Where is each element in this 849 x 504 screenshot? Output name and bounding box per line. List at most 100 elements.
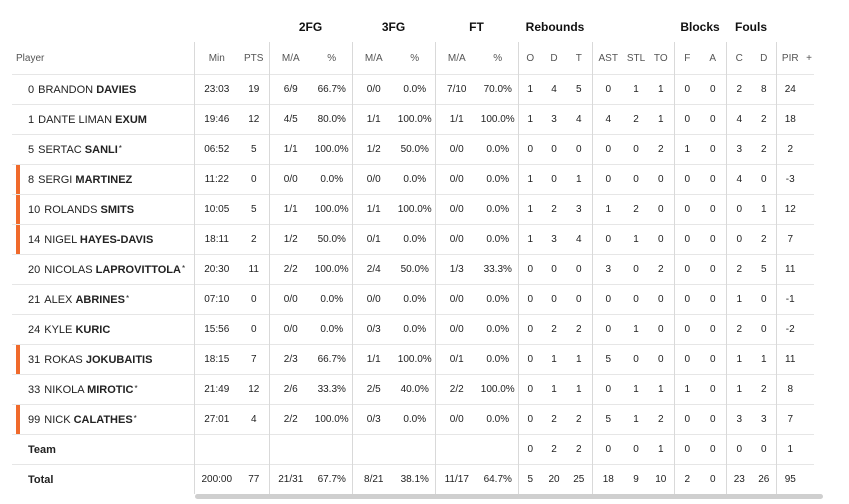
player-name-cell[interactable]: 1 DANTE LIMAN EXUM [12, 104, 195, 135]
player-row[interactable]: 31 ROKAS JOKUBAITIS 18:15 7 2/3 66.7% 1/1 100.0… [12, 344, 814, 375]
cell-bf: 0 [674, 254, 700, 285]
player-num: 33 [28, 383, 41, 396]
cell-to: 1 [648, 374, 675, 405]
cell-fg3p: 50.0% [395, 254, 436, 285]
cell-ft: 11/17 [435, 464, 478, 494]
player-name-cell[interactable]: 31 ROKAS JOKUBAITIS [12, 344, 195, 375]
cell-fg2p: 67.7% [312, 464, 353, 494]
cell-fg2p: 0.0% [312, 314, 353, 345]
cell-t: 2 [566, 434, 593, 465]
player-row[interactable]: 8 SERGI MARTINEZ 11:22 0 0/0 0.0% 0/0 0.0% 0/0 0.… [12, 164, 814, 195]
col-reb-d[interactable]: D [550, 52, 558, 64]
group-header-rebounds: Rebounds [525, 20, 585, 34]
player-name-cell[interactable]: 10 ROLANDS SMITS [12, 194, 195, 225]
starter-indicator-bar [16, 405, 20, 434]
col-pts[interactable]: PTS [239, 42, 270, 75]
cell-d: 1 [542, 344, 566, 375]
cell-stl: 0 [624, 254, 648, 285]
col-ast[interactable]: AST [598, 52, 618, 64]
cell-pts: 7 [239, 344, 270, 375]
cell-stl: 0 [624, 434, 648, 465]
col-min[interactable]: Min [208, 52, 225, 64]
col-to[interactable]: TO [648, 42, 675, 75]
player-name-cell[interactable]: 8 SERGI MARTINEZ [12, 164, 195, 195]
cell-fg3: 0/1 [352, 224, 395, 255]
cell-blank [804, 284, 814, 315]
cell-ftp: 0.0% [478, 344, 519, 375]
col-blk-a[interactable]: A [700, 42, 727, 75]
player-row[interactable]: 99 NICK CALATHES* 27:01 4 2/2 100.0% 0/3 0.0% 0/… [12, 404, 814, 435]
cell-fg3p: 100.0% [395, 104, 436, 135]
player-row[interactable]: 20 NICOLAS LAPROVITTOLA* 20:30 11 2/2 100.0% 2… [12, 254, 814, 285]
player-row[interactable]: 1 DANTE LIMAN EXUM 19:46 12 4/5 80.0% 1/1 100.0… [12, 104, 814, 135]
cell-d: 0 [542, 134, 566, 165]
col-3fg-ma[interactable]: M/A [364, 52, 383, 64]
col-player[interactable]: Player [12, 42, 195, 75]
cell-stl: 0 [624, 284, 648, 315]
player-row[interactable]: 33 NIKOLA MIROTIC* 21:49 12 2/6 33.3% 2/5 40.0%… [12, 374, 814, 405]
player-name-cell[interactable]: 99 NICK CALATHES* [12, 404, 195, 435]
player-last: MIROTIC [87, 383, 134, 396]
cell-t: 3 [566, 194, 593, 225]
cell-fc: 2 [726, 74, 752, 105]
cell-ast: 1 [592, 194, 624, 225]
cell-ast: 0 [592, 164, 624, 195]
cell-fg3p: 0.0% [395, 284, 436, 315]
col-stl[interactable]: STL [626, 52, 646, 64]
player-row[interactable]: 0 BRANDON DAVIES 23:03 19 6/9 66.7% 0/0 0.0% 7/1… [12, 74, 814, 105]
col-blk-f[interactable]: F [684, 52, 691, 64]
player-name-cell[interactable]: 21 ALEX ABRINES* [12, 284, 195, 315]
col-2fg-pct[interactable]: % [312, 42, 353, 75]
player-row[interactable]: 24 KYLE KURIC 15:56 0 0/0 0.0% 0/3 0.0% 0/0 0.0% 0… [12, 314, 814, 345]
group-header-empty-3 [776, 12, 814, 42]
group-header-3fg: 3FG [381, 20, 406, 34]
player-first: DANTE LIMAN [38, 113, 113, 126]
col-foul-d[interactable]: D [752, 42, 777, 75]
player-name-cell[interactable]: 33 NIKOLA MIROTIC* [12, 374, 195, 405]
col-foul-c[interactable]: C [735, 52, 743, 64]
player-row[interactable]: 10 ROLANDS SMITS 10:05 5 1/1 100.0% 1/1 100.0% 0… [12, 194, 814, 225]
player-last: DAVIES [96, 83, 137, 96]
player-num: 5 [28, 143, 35, 156]
cell-fd: 0 [752, 434, 777, 465]
cell-min: 06:52 [194, 134, 239, 165]
cell-ftp: 0.0% [478, 164, 519, 195]
cell-d: 3 [542, 224, 566, 255]
col-reb-o[interactable]: O [526, 52, 535, 64]
player-name-cell[interactable]: 14 NIGEL HAYES-DAVIS [12, 224, 195, 255]
player-name-cell[interactable]: 24 KYLE KURIC [12, 314, 195, 345]
cell-stl: 1 [624, 374, 648, 405]
player-row[interactable]: 14 NIGEL HAYES-DAVIS 18:11 2 1/2 50.0% 0/1 0.0%… [12, 224, 814, 255]
player-name-cell[interactable]: 20 NICOLAS LAPROVITTOLA* [12, 254, 195, 285]
player-row[interactable]: 21 ALEX ABRINES* 07:10 0 0/0 0.0% 0/0 0.0% 0/0 0.… [12, 284, 814, 315]
cell-bf: 1 [674, 134, 700, 165]
cell-to: 0 [648, 344, 675, 375]
cell-pir: 8 [776, 374, 804, 405]
player-last: KURIC [75, 323, 111, 336]
col-reb-t[interactable]: T [566, 42, 593, 75]
cell-fg2: 2/2 [269, 404, 312, 435]
col-pir[interactable]: PIR [781, 52, 799, 64]
cell-ast: 5 [592, 404, 624, 435]
player-num: 31 [28, 353, 41, 366]
cell-bf: 0 [674, 164, 700, 195]
player-star: * [133, 413, 137, 423]
col-2fg-ma[interactable]: M/A [281, 52, 300, 64]
cell-o: 1 [518, 104, 542, 135]
player-name-cell[interactable]: 5 SERTAC SANLI* [12, 134, 195, 165]
cell-blank [804, 434, 814, 465]
player-row[interactable]: 5 SERTAC SANLI* 06:52 5 1/1 100.0% 1/2 50.0% 0/0… [12, 134, 814, 165]
cell-fc: 1 [726, 374, 752, 405]
col-ft-ma[interactable]: M/A [447, 52, 466, 64]
horizontal-scrollbar[interactable] [195, 494, 823, 499]
cell-to: 10 [648, 464, 675, 494]
col-3fg-pct[interactable]: % [395, 42, 436, 75]
cell-ba: 0 [700, 224, 727, 255]
player-name-cell[interactable]: 0 BRANDON DAVIES [12, 74, 195, 105]
cell-o: 5 [518, 464, 542, 494]
col-plus[interactable]: + [806, 52, 812, 64]
col-ft-pct[interactable]: % [478, 42, 519, 75]
group-header-empty [12, 12, 269, 42]
cell-stl: 2 [624, 104, 648, 135]
cell-pts: 4 [239, 404, 270, 435]
